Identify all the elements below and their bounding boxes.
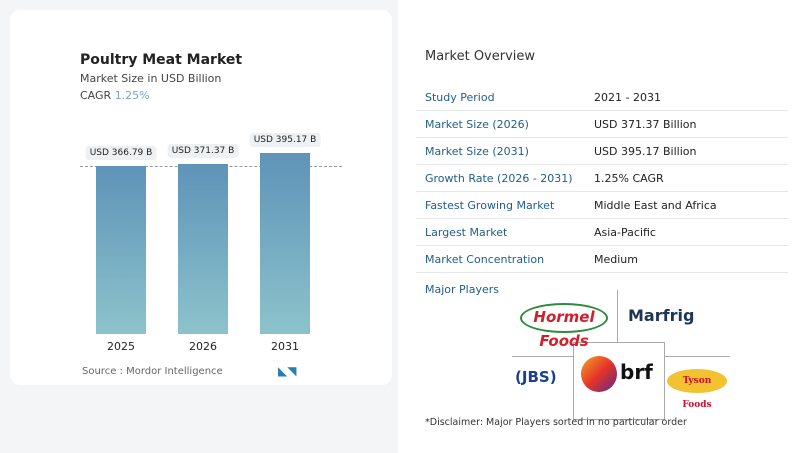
row-value: Asia-Pacific xyxy=(594,226,656,239)
logo-jbs: (JBS) xyxy=(515,368,557,386)
row-label: Largest Market xyxy=(425,226,508,239)
source-text: Source : Mordor Intelligence xyxy=(82,366,223,377)
data-label: USD 371.37 B xyxy=(167,143,239,158)
disclaimer: *Disclaimer: Major Players sorted in no … xyxy=(425,417,687,428)
row-value: Middle East and Africa xyxy=(594,199,717,212)
logo-marfrig: Marfrig xyxy=(628,306,695,325)
chart-title: Poultry Meat Market xyxy=(80,52,243,68)
overview-row: Market Size (2026) USD 371.37 Billion xyxy=(416,111,788,138)
row-label: Study Period xyxy=(425,91,495,104)
overview-row: Market Size (2031) USD 395.17 Billion xyxy=(416,138,788,165)
bar-2026 xyxy=(178,163,228,334)
logo-tyson: Tyson Foods xyxy=(667,369,727,410)
cagr-label: CAGR xyxy=(80,89,112,102)
row-label: Growth Rate (2026 - 2031) xyxy=(425,172,573,185)
row-value: USD 371.37 Billion xyxy=(594,118,697,131)
row-value: 2021 - 2031 xyxy=(594,91,661,104)
logo-hormel: Hormel Foods xyxy=(520,303,608,350)
major-players-label: Major Players xyxy=(425,283,499,296)
overview-row: Growth Rate (2026 - 2031) 1.25% CAGR xyxy=(416,165,788,192)
mordor-logo-icon: ◣◥ xyxy=(278,364,297,378)
row-label: Market Concentration xyxy=(425,253,545,266)
data-label: USD 395.17 B xyxy=(249,133,321,147)
data-label: USD 366.79 B xyxy=(85,145,157,160)
chart-subtitle: Market Size in USD Billion xyxy=(80,72,222,85)
row-value: Medium xyxy=(594,253,638,266)
overview-row: Study Period 2021 - 2031 xyxy=(416,84,788,111)
cagr-value: 1.25% xyxy=(114,89,150,102)
overview-row: Fastest Growing Market Middle East and Af… xyxy=(416,192,788,219)
row-label: Market Size (2026) xyxy=(425,118,529,131)
logo-brf-sphere-icon xyxy=(581,356,617,392)
overview-row: Market Concentration Medium xyxy=(416,246,788,273)
x-tick-label: 2026 xyxy=(189,340,217,353)
bar-2031 xyxy=(260,153,310,334)
row-value: USD 395.17 Billion xyxy=(594,145,697,158)
overview-title: Market Overview xyxy=(425,49,536,64)
cagr: CAGR 1.25% xyxy=(80,89,150,102)
row-label: Market Size (2031) xyxy=(425,145,529,158)
row-value: 1.25% CAGR xyxy=(594,172,664,185)
x-tick-label: 2031 xyxy=(271,340,299,353)
x-tick-label: 2025 xyxy=(107,340,135,353)
overview-row: Largest Market Asia-Pacific xyxy=(416,219,788,246)
bar-2025 xyxy=(96,165,146,334)
logo-brf: brf xyxy=(620,360,653,384)
row-label: Fastest Growing Market xyxy=(425,199,555,212)
